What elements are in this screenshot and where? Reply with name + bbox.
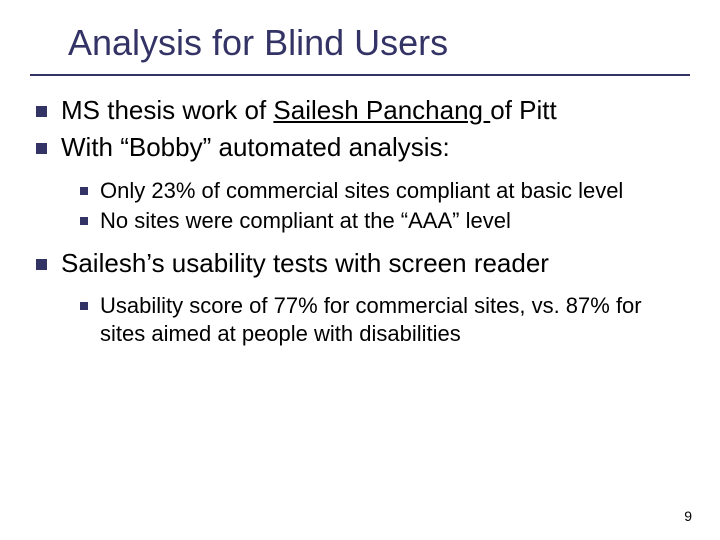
bullet-text: No sites were compliant at the “AAA” lev… xyxy=(100,207,511,235)
bullet-text: Usability score of 77% for commercial si… xyxy=(100,292,690,348)
square-bullet-icon xyxy=(36,143,47,154)
square-bullet-icon xyxy=(36,259,47,270)
sub-list: Usability score of 77% for commercial si… xyxy=(30,284,690,360)
square-bullet-icon xyxy=(80,302,88,310)
text-segment: of Pitt xyxy=(490,95,556,125)
content-area: MS thesis work of Sailesh Panchang of Pi… xyxy=(0,76,720,360)
list-item: MS thesis work of Sailesh Panchang of Pi… xyxy=(30,94,690,127)
square-bullet-icon xyxy=(80,187,88,195)
bullet-text: MS thesis work of Sailesh Panchang of Pi… xyxy=(61,94,557,127)
slide-title: Analysis for Blind Users xyxy=(68,22,720,64)
list-item: Only 23% of commercial sites compliant a… xyxy=(74,177,690,205)
square-bullet-icon xyxy=(80,217,88,225)
list-item: Sailesh’s usability tests with screen re… xyxy=(30,247,690,280)
list-item: With “Bobby” automated analysis: xyxy=(30,131,690,164)
bullet-text: Sailesh’s usability tests with screen re… xyxy=(61,247,549,280)
list-item: Usability score of 77% for commercial si… xyxy=(74,292,690,348)
bullet-text: Only 23% of commercial sites compliant a… xyxy=(100,177,623,205)
link-text: Sailesh Panchang xyxy=(273,95,490,125)
bullet-text: With “Bobby” automated analysis: xyxy=(61,131,450,164)
page-number: 9 xyxy=(684,508,692,524)
title-area: Analysis for Blind Users xyxy=(0,0,720,68)
list-item: No sites were compliant at the “AAA” lev… xyxy=(74,207,690,235)
text-segment: MS thesis work of xyxy=(61,95,273,125)
sub-list: Only 23% of commercial sites compliant a… xyxy=(30,169,690,247)
square-bullet-icon xyxy=(36,106,47,117)
